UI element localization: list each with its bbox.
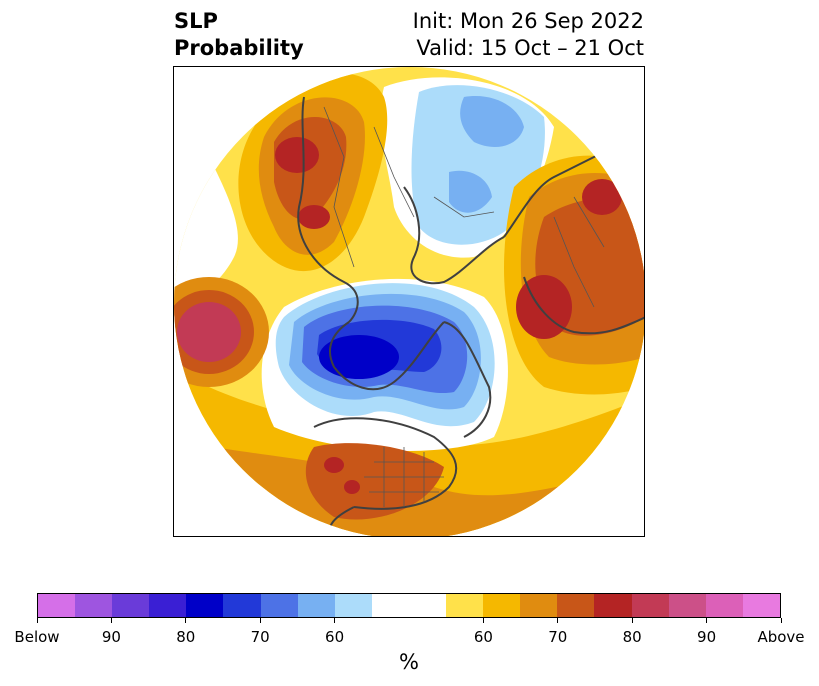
- colorbar-tick-mark: [334, 618, 336, 623]
- colorbar-tick-label: 70: [548, 628, 568, 646]
- us-red-2: [344, 480, 360, 494]
- colorbar: [37, 593, 781, 618]
- colorbar-segment: [705, 594, 743, 617]
- central-asia-red: [298, 205, 330, 229]
- title-type: Probability: [174, 36, 304, 60]
- colorbar-tick-mark: [259, 618, 261, 623]
- colorbar-tick-mark: [185, 618, 187, 623]
- colorbar-tick-label: 60: [473, 628, 493, 646]
- colorbar-tick-label: Above: [757, 628, 805, 646]
- polar-map: [173, 66, 645, 537]
- colorbar-segment: [223, 594, 261, 617]
- colorbar-tick-mark: [36, 618, 38, 623]
- map-svg: [174, 67, 644, 536]
- colorbar-tick-label: 90: [697, 628, 717, 646]
- colorbar-tick-label: 80: [176, 628, 196, 646]
- siberia-red: [275, 137, 319, 173]
- colorbar-tick-mark: [631, 618, 633, 623]
- colorbar-segment: [408, 594, 447, 617]
- colorbar-segment: [371, 594, 409, 617]
- colorbar-tick-label: 80: [622, 628, 642, 646]
- colorbar-unit: %: [399, 650, 419, 674]
- colorbar-tick-mark: [780, 618, 782, 623]
- colorbar-segment: [520, 594, 558, 617]
- colorbar-tick-label: 70: [250, 628, 270, 646]
- scandinavia-red: [582, 179, 622, 215]
- colorbar-segment: [186, 594, 224, 617]
- title-right: Init: Mon 26 Sep 2022 Valid: 15 Oct – 21…: [413, 8, 644, 62]
- colorbar-segment: [631, 594, 669, 617]
- colorbar-segment: [594, 594, 632, 617]
- pacific-red: [177, 302, 241, 362]
- colorbar-segment: [557, 594, 595, 617]
- title-left: SLP Probability: [174, 8, 304, 62]
- colorbar-segment: [149, 594, 187, 617]
- colorbar-tick-label: 90: [101, 628, 121, 646]
- colorbar-segment: [297, 594, 335, 617]
- colorbar-segment: [75, 594, 113, 617]
- colorbar-segment: [446, 594, 484, 617]
- colorbar-segment: [38, 594, 76, 617]
- colorbar-tick-mark: [110, 618, 112, 623]
- alaska-darkest-blue: [319, 335, 399, 379]
- init-date: Init: Mon 26 Sep 2022: [412, 9, 644, 33]
- borders: [323, 106, 605, 507]
- us-red-1: [324, 457, 344, 473]
- colorbar-tick-label: 60: [325, 628, 345, 646]
- colorbar-segment: [483, 594, 521, 617]
- colorbar-tick-mark: [482, 618, 484, 623]
- colorbar-tick-mark: [706, 618, 708, 623]
- colorbar-segment: [334, 594, 372, 617]
- atlantic-red: [516, 275, 572, 339]
- title-variable: SLP: [174, 9, 218, 33]
- colorbar-segment: [260, 594, 298, 617]
- colorbar-tick-label: Below: [14, 628, 60, 646]
- colorbar-tick-mark: [557, 618, 559, 623]
- colorbar-segment: [668, 594, 706, 617]
- arctic-blue-patch: [460, 96, 524, 147]
- valid-range: Valid: 15 Oct – 21 Oct: [416, 36, 644, 60]
- europe-blue-patch: [449, 170, 492, 213]
- colorbar-segment: [112, 594, 150, 617]
- colorbar-segment: [742, 594, 780, 617]
